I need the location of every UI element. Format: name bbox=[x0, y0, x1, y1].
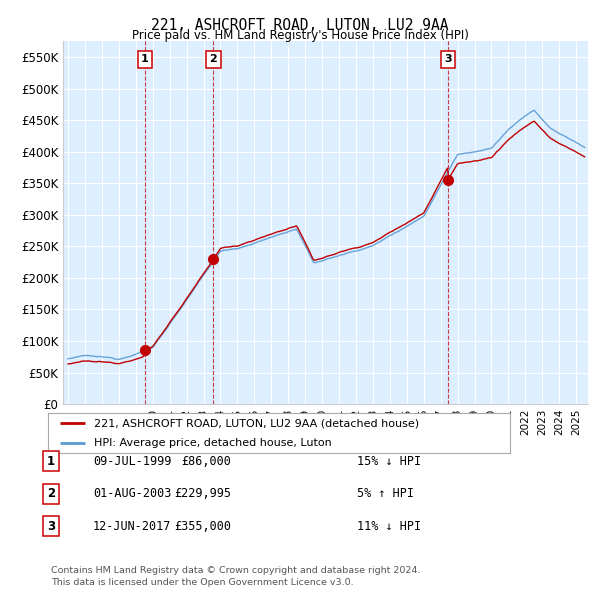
Text: 221, ASHCROFT ROAD, LUTON, LU2 9AA: 221, ASHCROFT ROAD, LUTON, LU2 9AA bbox=[151, 18, 449, 32]
Text: 2: 2 bbox=[209, 54, 217, 64]
Text: 1: 1 bbox=[47, 455, 55, 468]
Text: 1: 1 bbox=[141, 54, 149, 64]
Text: 3: 3 bbox=[47, 520, 55, 533]
Text: 12-JUN-2017: 12-JUN-2017 bbox=[93, 520, 172, 533]
Text: 2: 2 bbox=[47, 487, 55, 500]
Text: 11% ↓ HPI: 11% ↓ HPI bbox=[357, 520, 421, 533]
Text: £86,000: £86,000 bbox=[181, 455, 231, 468]
Text: 3: 3 bbox=[445, 54, 452, 64]
Text: HPI: Average price, detached house, Luton: HPI: Average price, detached house, Luto… bbox=[94, 438, 332, 448]
Text: Price paid vs. HM Land Registry's House Price Index (HPI): Price paid vs. HM Land Registry's House … bbox=[131, 30, 469, 42]
Text: 5% ↑ HPI: 5% ↑ HPI bbox=[357, 487, 414, 500]
Text: £229,995: £229,995 bbox=[174, 487, 231, 500]
Text: 221, ASHCROFT ROAD, LUTON, LU2 9AA (detached house): 221, ASHCROFT ROAD, LUTON, LU2 9AA (deta… bbox=[94, 418, 419, 428]
Text: £355,000: £355,000 bbox=[174, 520, 231, 533]
Text: 09-JUL-1999: 09-JUL-1999 bbox=[93, 455, 172, 468]
Text: 15% ↓ HPI: 15% ↓ HPI bbox=[357, 455, 421, 468]
Text: Contains HM Land Registry data © Crown copyright and database right 2024.
This d: Contains HM Land Registry data © Crown c… bbox=[51, 566, 421, 587]
Text: 01-AUG-2003: 01-AUG-2003 bbox=[93, 487, 172, 500]
